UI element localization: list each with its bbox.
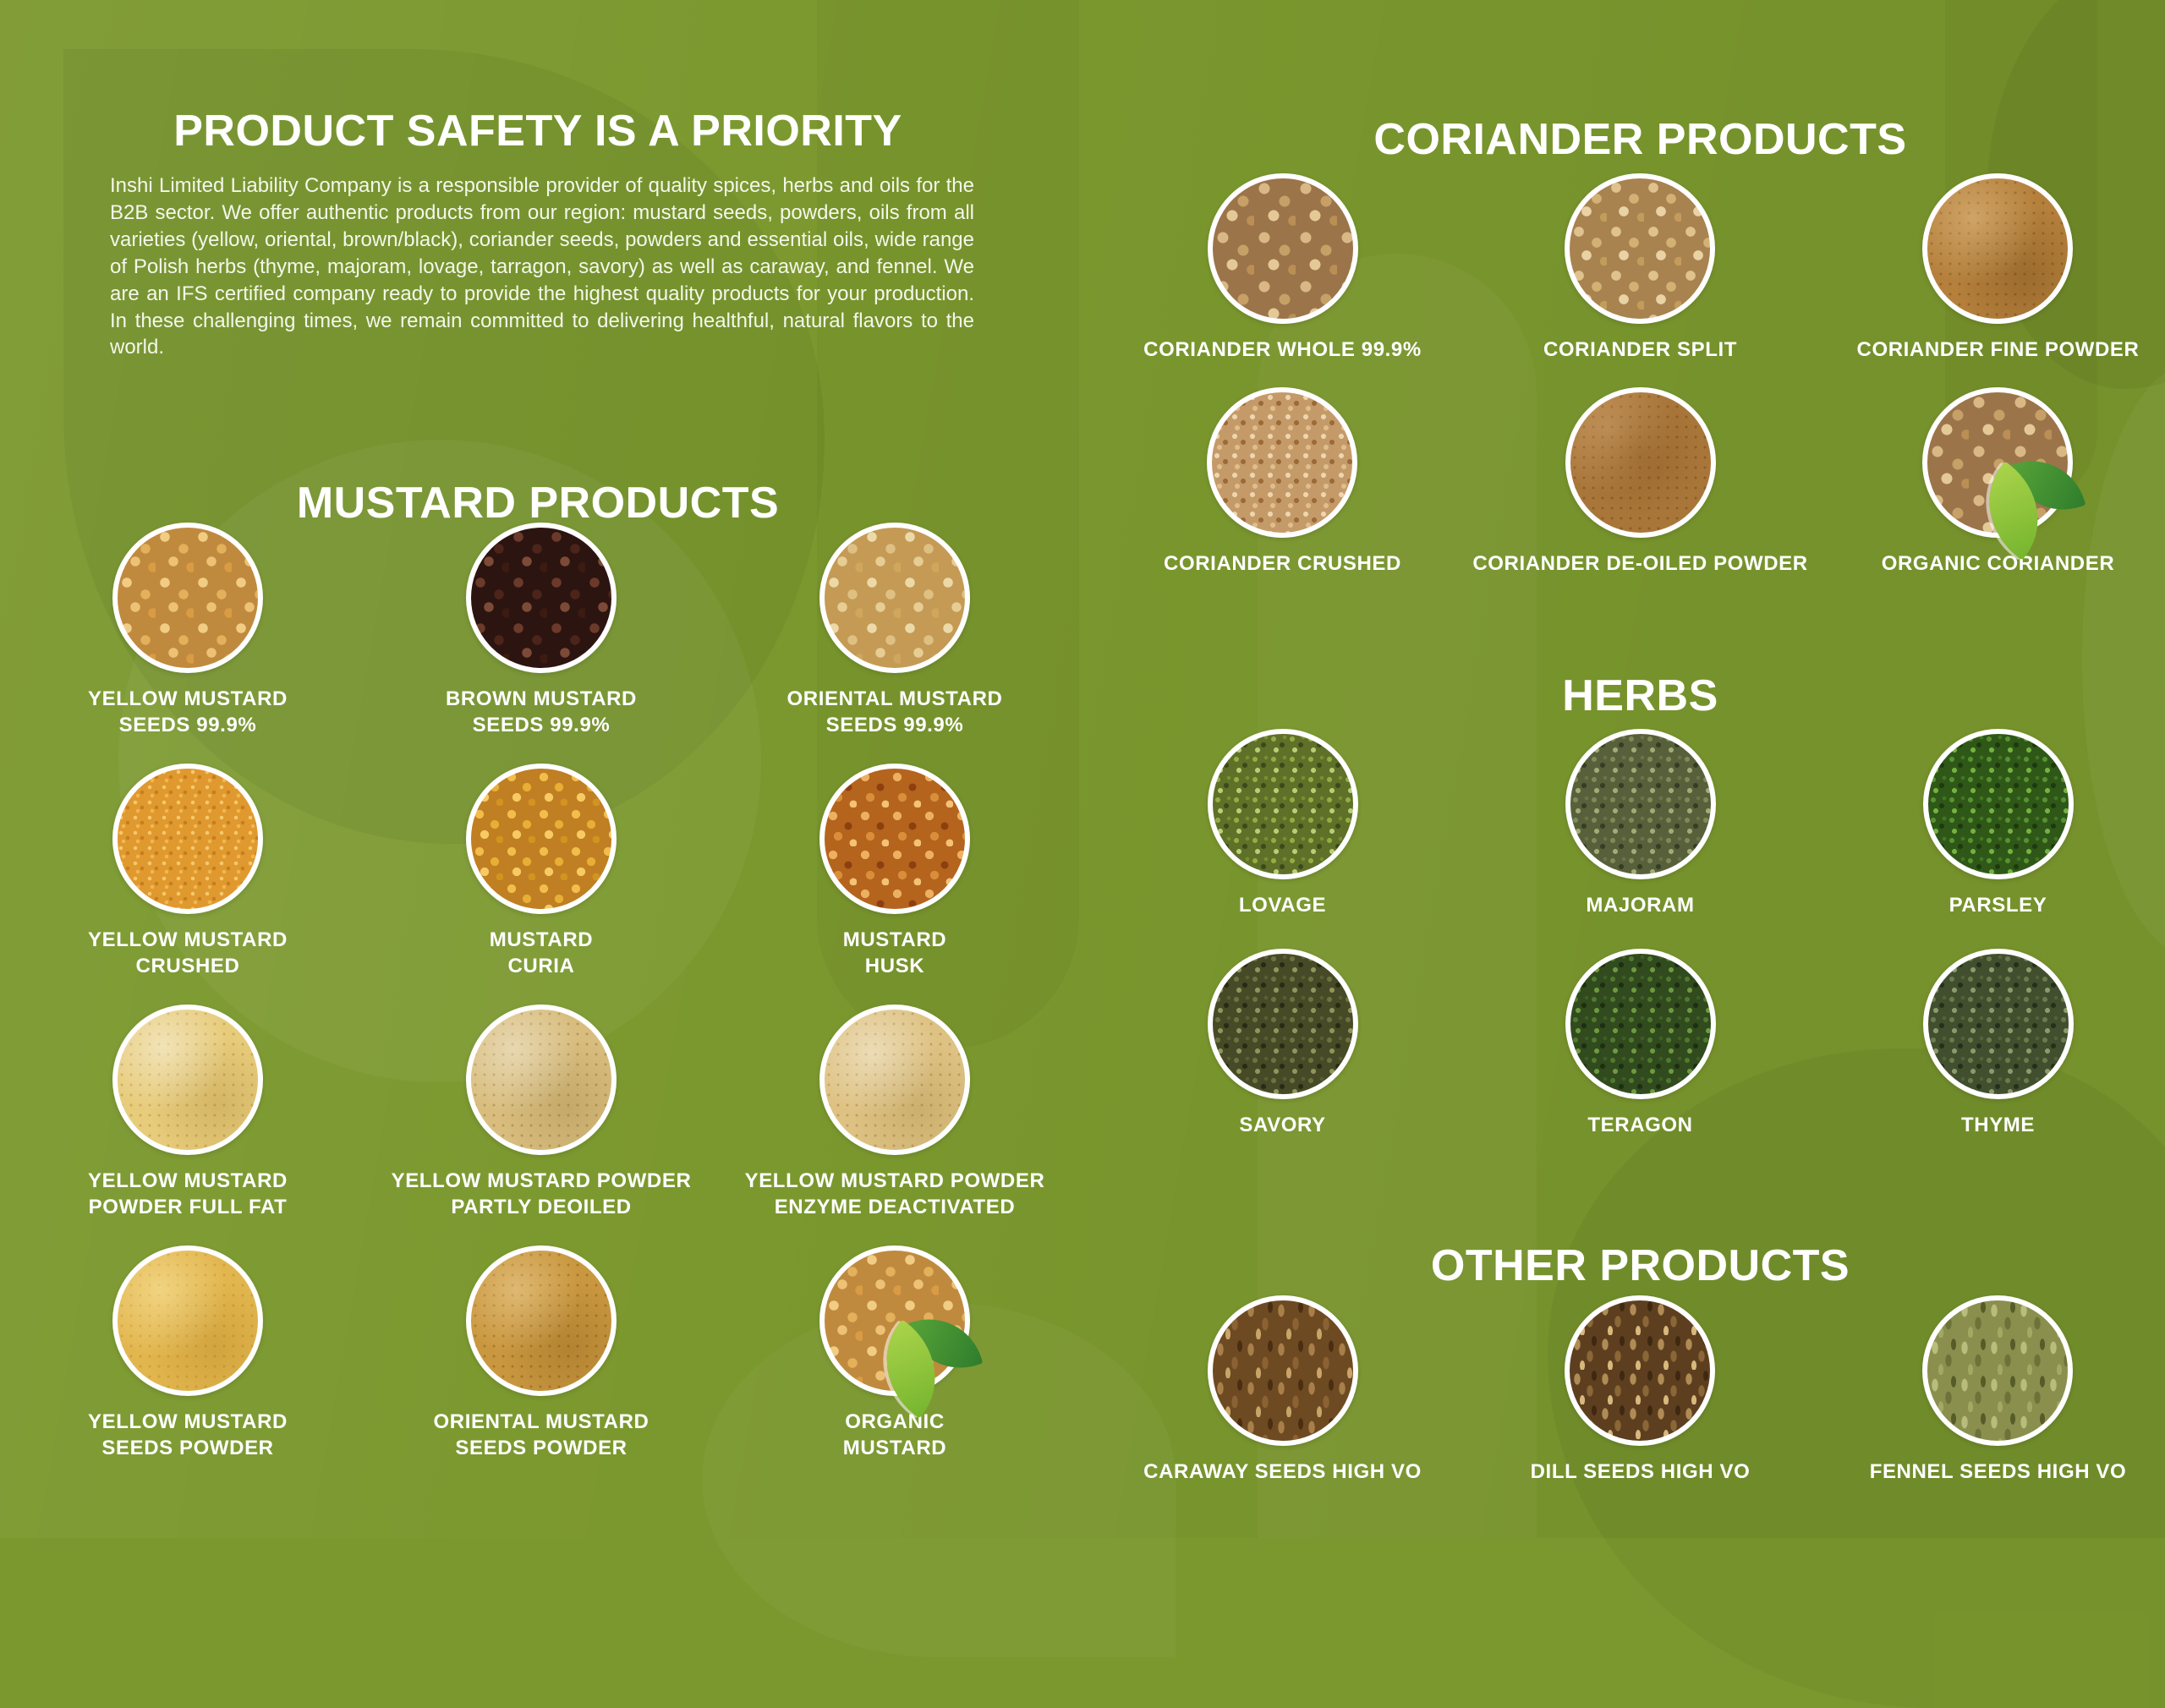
product-item: CARAWAY SEEDS HIGH VO — [1143, 1295, 1422, 1486]
yellow-mustard-powder-partly-deoiled-image — [466, 1005, 617, 1155]
product-item: CORIANDER SPLIT — [1543, 173, 1737, 387]
product-label: CORIANDER FINE POWDER — [1856, 338, 2140, 361]
oriental-mustard-seeds-image — [819, 523, 970, 673]
dill-seeds-image — [1565, 1295, 1716, 1446]
product-label: ORIENTAL MUSTARD SEEDS 99.9% — [787, 687, 1003, 736]
product-item: MUSTARD CURIA — [466, 764, 617, 1005]
product-item: FENNEL SEEDS HIGH VO — [1870, 1295, 2127, 1486]
oriental-mustard-seeds-powder-image — [465, 1245, 617, 1396]
product-label: ORGANIC CORIANDER — [1881, 552, 2115, 575]
product-item: MUSTARD HUSK — [819, 764, 970, 1005]
mustard-husk-image — [819, 764, 970, 914]
caraway-seeds-image — [1207, 1295, 1358, 1446]
product-item: TERAGON — [1565, 949, 1716, 1169]
product-label: SAVORY — [1239, 1114, 1326, 1136]
product-item: ORIENTAL MUSTARD SEEDS POWDER — [434, 1245, 650, 1486]
product-item: YELLOW MUSTARD POWDER PARTLY DEOILED — [392, 1005, 692, 1245]
product-item: YELLOW MUSTARD POWDER ENZYME DEACTIVATED — [745, 1005, 1045, 1245]
product-item: THYME — [1922, 949, 2074, 1169]
product-item: DILL SEEDS HIGH VO — [1531, 1295, 1751, 1486]
product-item: CORIANDER FINE POWDER — [1857, 173, 2140, 387]
product-label: CORIANDER DE-OILED POWDER — [1472, 552, 1808, 575]
coriander-products-grid: CORIANDER WHOLE 99.9% CORIANDER SPLIT CO… — [1104, 173, 2165, 601]
product-label: LOVAGE — [1238, 894, 1327, 917]
product-item: CORIANDER WHOLE 99.9% — [1143, 173, 1422, 387]
product-item: ORIENTAL MUSTARD SEEDS 99.9% — [787, 523, 1003, 764]
other-section-title: OTHER PRODUCTS — [1430, 1241, 1850, 1291]
product-label: YELLOW MUSTARD POWDER FULL FAT — [88, 1169, 288, 1218]
product-label: ORGANIC MUSTARD — [842, 1410, 947, 1459]
savory-image — [1207, 949, 1358, 1099]
product-item: MAJORAM — [1565, 729, 1716, 949]
yellow-mustard-powder-enzyme-deactivated-image — [819, 1005, 970, 1155]
yellow-mustard-seeds-powder-image — [112, 1245, 263, 1396]
mustard-products-grid: YELLOW MUSTARD SEEDS 99.9% BROWN MUSTARD… — [11, 523, 1072, 1486]
product-item: CORIANDER DE-OILED POWDER — [1472, 387, 1807, 601]
mustard-section-title: MUSTARD PRODUCTS — [296, 479, 780, 528]
product-item: YELLOW MUSTARD SEEDS POWDER — [88, 1245, 288, 1486]
product-item: YELLOW MUSTARD CRUSHED — [88, 764, 288, 1005]
product-label: YELLOW MUSTARD SEEDS POWDER — [88, 1410, 288, 1459]
coriander-split-image — [1565, 173, 1716, 324]
product-item: ORGANIC MUSTARD — [819, 1245, 984, 1486]
organic-mustard-image — [819, 1245, 984, 1419]
thyme-image — [1922, 949, 2074, 1099]
yellow-mustard-seeds-image — [112, 523, 263, 673]
product-label: YELLOW MUSTARD POWDER ENZYME DEACTIVATED — [744, 1169, 1045, 1218]
product-label: CORIANDER SPLIT — [1543, 338, 1737, 361]
product-label: FENNEL SEEDS HIGH VO — [1869, 1460, 2127, 1483]
product-label: MUSTARD CURIA — [489, 928, 594, 977]
herbs-grid: LOVAGE MAJORAM PARSLEY SAVORY TERAGON TH… — [1104, 729, 2165, 1169]
teragon-image — [1565, 949, 1716, 1099]
product-item: PARSLEY — [1922, 729, 2074, 949]
parsley-image — [1922, 729, 2074, 879]
product-label: PARSLEY — [1948, 894, 2047, 917]
product-label: ORIENTAL MUSTARD SEEDS POWDER — [433, 1410, 650, 1459]
coriander-fine-powder-image — [1922, 173, 2074, 324]
product-label: CARAWAY SEEDS HIGH VO — [1143, 1460, 1422, 1483]
product-item: YELLOW MUSTARD POWDER FULL FAT — [88, 1005, 288, 1245]
organic-leaf-icon — [1964, 446, 2086, 561]
product-item: BROWN MUSTARD SEEDS 99.9% — [446, 523, 637, 764]
product-label: YELLOW MUSTARD SEEDS 99.9% — [88, 687, 288, 736]
intro-title: PRODUCT SAFETY IS A PRIORITY — [173, 106, 902, 156]
product-item: ORGANIC CORIANDER — [1882, 387, 2115, 601]
product-label: DILL SEEDS HIGH VO — [1530, 1460, 1751, 1483]
coriander-deoiled-powder-image — [1565, 387, 1716, 538]
product-label: THYME — [1961, 1114, 2035, 1136]
product-label: TERAGON — [1587, 1114, 1693, 1136]
organic-leaf-icon — [860, 1305, 984, 1419]
organic-coriander-image — [1922, 387, 2086, 561]
product-item: SAVORY — [1207, 949, 1358, 1169]
yellow-mustard-crushed-image — [112, 764, 263, 914]
intro-paragraph: Inshi Limited Liability Company is a res… — [110, 174, 974, 359]
product-label: CORIANDER CRUSHED — [1164, 552, 1401, 575]
other-products-grid: CARAWAY SEEDS HIGH VO DILL SEEDS HIGH VO… — [1104, 1295, 2165, 1486]
yellow-mustard-powder-full-fat-image — [112, 1005, 263, 1155]
product-item: YELLOW MUSTARD SEEDS 99.9% — [88, 523, 288, 764]
mustard-curia-image — [466, 764, 617, 914]
product-item: LOVAGE — [1207, 729, 1358, 949]
product-label: YELLOW MUSTARD POWDER PARTLY DEOILED — [391, 1169, 692, 1218]
brown-mustard-seeds-image — [466, 523, 617, 673]
coriander-crushed-image — [1207, 387, 1358, 538]
product-label: BROWN MUSTARD SEEDS 99.9% — [446, 687, 637, 736]
product-label: YELLOW MUSTARD CRUSHED — [88, 928, 288, 977]
product-item: CORIANDER CRUSHED — [1164, 387, 1401, 601]
product-label: MAJORAM — [1586, 894, 1695, 917]
lovage-image — [1207, 729, 1358, 879]
herbs-section-title: HERBS — [1562, 671, 1718, 721]
product-label: MUSTARD HUSK — [842, 928, 947, 977]
coriander-section-title: CORIANDER PRODUCTS — [1373, 115, 1907, 165]
majoram-image — [1565, 729, 1716, 879]
product-label: CORIANDER WHOLE 99.9% — [1143, 338, 1422, 361]
coriander-whole-image — [1207, 173, 1358, 324]
fennel-seeds-image — [1922, 1295, 2074, 1446]
